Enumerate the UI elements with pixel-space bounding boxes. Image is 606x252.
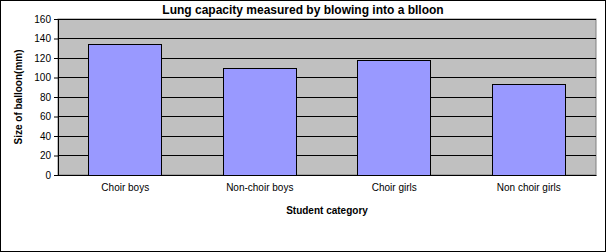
x-axis-title: Student category bbox=[286, 205, 368, 216]
y-axis: 0 20 40 60 80 100 120 140 160 bbox=[34, 14, 58, 181]
x-axis-line bbox=[59, 175, 597, 176]
bars bbox=[89, 44, 565, 175]
y-tick-mark bbox=[54, 19, 58, 20]
y-tick-mark bbox=[54, 175, 58, 176]
y-tick: 40 bbox=[40, 131, 58, 142]
y-tick-mark bbox=[54, 156, 58, 157]
y-tick-label: 40 bbox=[40, 131, 52, 142]
x-tick-label: Non-choir boys bbox=[226, 182, 293, 193]
y-tick-mark bbox=[54, 39, 58, 40]
y-tick-mark bbox=[54, 117, 58, 118]
y-tick-label: 100 bbox=[34, 72, 51, 83]
x-tick-label: Choir girls bbox=[372, 182, 417, 193]
bar bbox=[358, 61, 431, 175]
grid-line bbox=[58, 19, 596, 20]
grid bbox=[58, 19, 596, 175]
bar bbox=[223, 69, 296, 175]
x-tick: Choir girls bbox=[372, 182, 417, 193]
chart: 0 20 40 60 80 100 120 140 160 Choir boys Non-choir… bbox=[0, 0, 606, 252]
y-axis-line bbox=[54, 20, 59, 176]
y-tick: 160 bbox=[34, 14, 58, 25]
y-tick: 80 bbox=[40, 92, 58, 103]
y-tick: 120 bbox=[34, 53, 58, 64]
plot-area bbox=[58, 19, 596, 175]
y-tick-label: 60 bbox=[40, 111, 52, 122]
x-tick-label: Choir boys bbox=[101, 182, 149, 193]
chart-border bbox=[1, 1, 606, 252]
x-axis: Choir boys Non-choir boys Choir girls Non c… bbox=[59, 176, 597, 194]
y-tick-mark bbox=[54, 58, 58, 59]
x-tick: Choir boys bbox=[101, 182, 149, 193]
y-tick: 60 bbox=[40, 111, 58, 122]
y-tick-label: 140 bbox=[34, 33, 51, 44]
y-tick-label: 0 bbox=[45, 170, 51, 181]
y-tick: 100 bbox=[34, 72, 58, 83]
y-axis-title: Size of balloon(mm) bbox=[13, 50, 24, 145]
y-tick: 0 bbox=[45, 170, 58, 181]
title: Lung capacity measured by blowing into a… bbox=[162, 3, 443, 17]
y-tick-label: 80 bbox=[40, 92, 52, 103]
y-tick-mark bbox=[54, 136, 58, 137]
y-tick-label: 160 bbox=[34, 14, 51, 25]
bar bbox=[492, 84, 565, 175]
x-tick: Non choir girls bbox=[497, 182, 561, 193]
y-tick: 20 bbox=[40, 150, 58, 161]
y-tick-label: 20 bbox=[40, 150, 52, 161]
x-tick-label: Non choir girls bbox=[497, 182, 561, 193]
y-tick-label: 120 bbox=[34, 53, 51, 64]
bar bbox=[89, 44, 162, 175]
grid-line bbox=[58, 38, 596, 39]
y-tick: 140 bbox=[34, 33, 58, 44]
y-tick-mark bbox=[54, 97, 58, 98]
y-tick-mark bbox=[54, 78, 58, 79]
x-tick: Non-choir boys bbox=[226, 182, 293, 193]
